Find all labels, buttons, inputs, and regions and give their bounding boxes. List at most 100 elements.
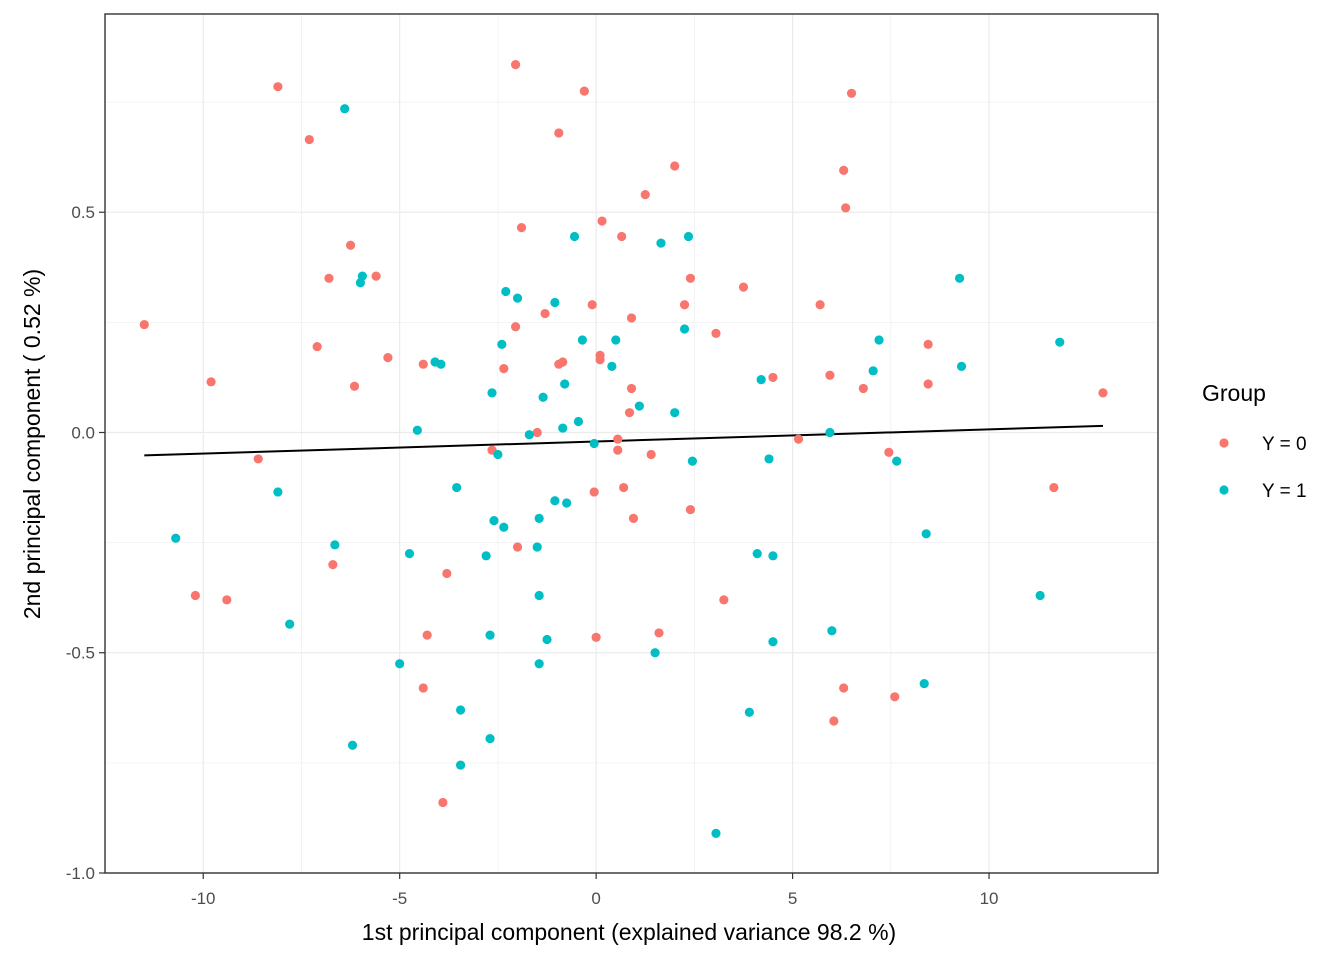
data-point [628, 513, 639, 523]
data-point [624, 408, 635, 418]
data-point [619, 482, 629, 493]
x-axis: -10 -5 0 5 10 [191, 873, 999, 908]
data-point [499, 364, 509, 374]
data-point [1049, 482, 1059, 493]
data-point [923, 339, 933, 349]
data-point [685, 504, 696, 515]
data-point [1055, 337, 1065, 347]
data-point [512, 542, 523, 552]
data-points [139, 60, 1108, 838]
data-point [139, 319, 149, 330]
data-point [829, 716, 839, 726]
x-tick-label: -10 [191, 889, 216, 908]
data-point [253, 454, 263, 464]
data-point [383, 353, 393, 363]
data-point [617, 231, 627, 242]
x-tick-label: 10 [980, 889, 999, 908]
data-point [764, 454, 774, 464]
panel-border [104, 13, 1159, 874]
data-point [650, 648, 660, 658]
data-point [874, 335, 884, 345]
data-point [719, 595, 729, 605]
data-point [485, 630, 495, 640]
data-point [330, 540, 340, 550]
data-point [921, 529, 931, 539]
data-point [858, 383, 868, 394]
trend-line-layer [144, 424, 1104, 457]
data-point [670, 408, 680, 418]
data-point [679, 300, 690, 310]
data-point [493, 449, 503, 460]
data-point [499, 522, 509, 532]
y-tick-label: 0.5 [71, 203, 95, 222]
x-axis-title: 1st principal component (explained varia… [362, 919, 896, 945]
data-point [534, 659, 544, 669]
data-point [579, 86, 589, 96]
data-point [679, 324, 690, 334]
data-point [626, 313, 637, 323]
data-point [455, 760, 466, 770]
data-point [827, 626, 837, 636]
data-point [422, 630, 432, 640]
legend-items: Y = 0 Y = 1 [1219, 434, 1307, 502]
data-point [607, 361, 617, 372]
data-point [418, 359, 428, 369]
legend-label: Y = 1 [1262, 481, 1307, 502]
x-tick-label: 5 [788, 889, 797, 908]
data-point [923, 379, 933, 389]
y-tick-label: -0.5 [66, 644, 95, 663]
data-point [954, 273, 965, 283]
data-point [560, 379, 570, 389]
data-point [656, 238, 666, 248]
data-point [613, 434, 623, 444]
data-point [540, 308, 550, 319]
legend-key [1219, 485, 1229, 495]
data-point [312, 341, 322, 352]
data-point [683, 231, 694, 242]
legend: Group Y = 0 Y = 1 [1202, 380, 1307, 502]
data-point [577, 335, 587, 345]
trend-line [144, 424, 1104, 457]
data-point [738, 282, 749, 292]
data-point [793, 434, 804, 444]
data-point [487, 388, 497, 398]
data-point [534, 590, 544, 601]
data-point [534, 513, 544, 523]
data-point [532, 542, 542, 552]
data-point [752, 549, 762, 559]
data-point [345, 240, 356, 250]
data-point [589, 487, 599, 497]
data-point [550, 496, 560, 506]
data-point [558, 423, 568, 433]
data-point [841, 203, 851, 213]
data-point [670, 161, 680, 171]
data-point [538, 392, 548, 402]
data-point [554, 128, 564, 138]
data-point [919, 678, 929, 689]
data-point [412, 425, 422, 435]
data-point [285, 619, 295, 629]
data-point [442, 568, 452, 579]
data-point [884, 447, 894, 457]
data-point [395, 659, 405, 669]
data-point [171, 533, 181, 543]
data-point [890, 692, 900, 702]
data-point [591, 632, 601, 642]
data-point [613, 445, 623, 455]
data-point [768, 551, 778, 561]
data-point [510, 322, 521, 332]
data-point [1098, 388, 1108, 398]
data-point [190, 590, 200, 601]
data-point [349, 381, 360, 391]
data-point [768, 372, 778, 383]
data-point [815, 300, 825, 310]
data-point [452, 482, 462, 493]
data-point [892, 456, 902, 466]
data-point [646, 449, 656, 460]
data-point [562, 498, 572, 508]
data-point [516, 223, 527, 233]
data-point [550, 297, 560, 308]
data-point [839, 165, 849, 175]
data-point [1035, 590, 1045, 601]
